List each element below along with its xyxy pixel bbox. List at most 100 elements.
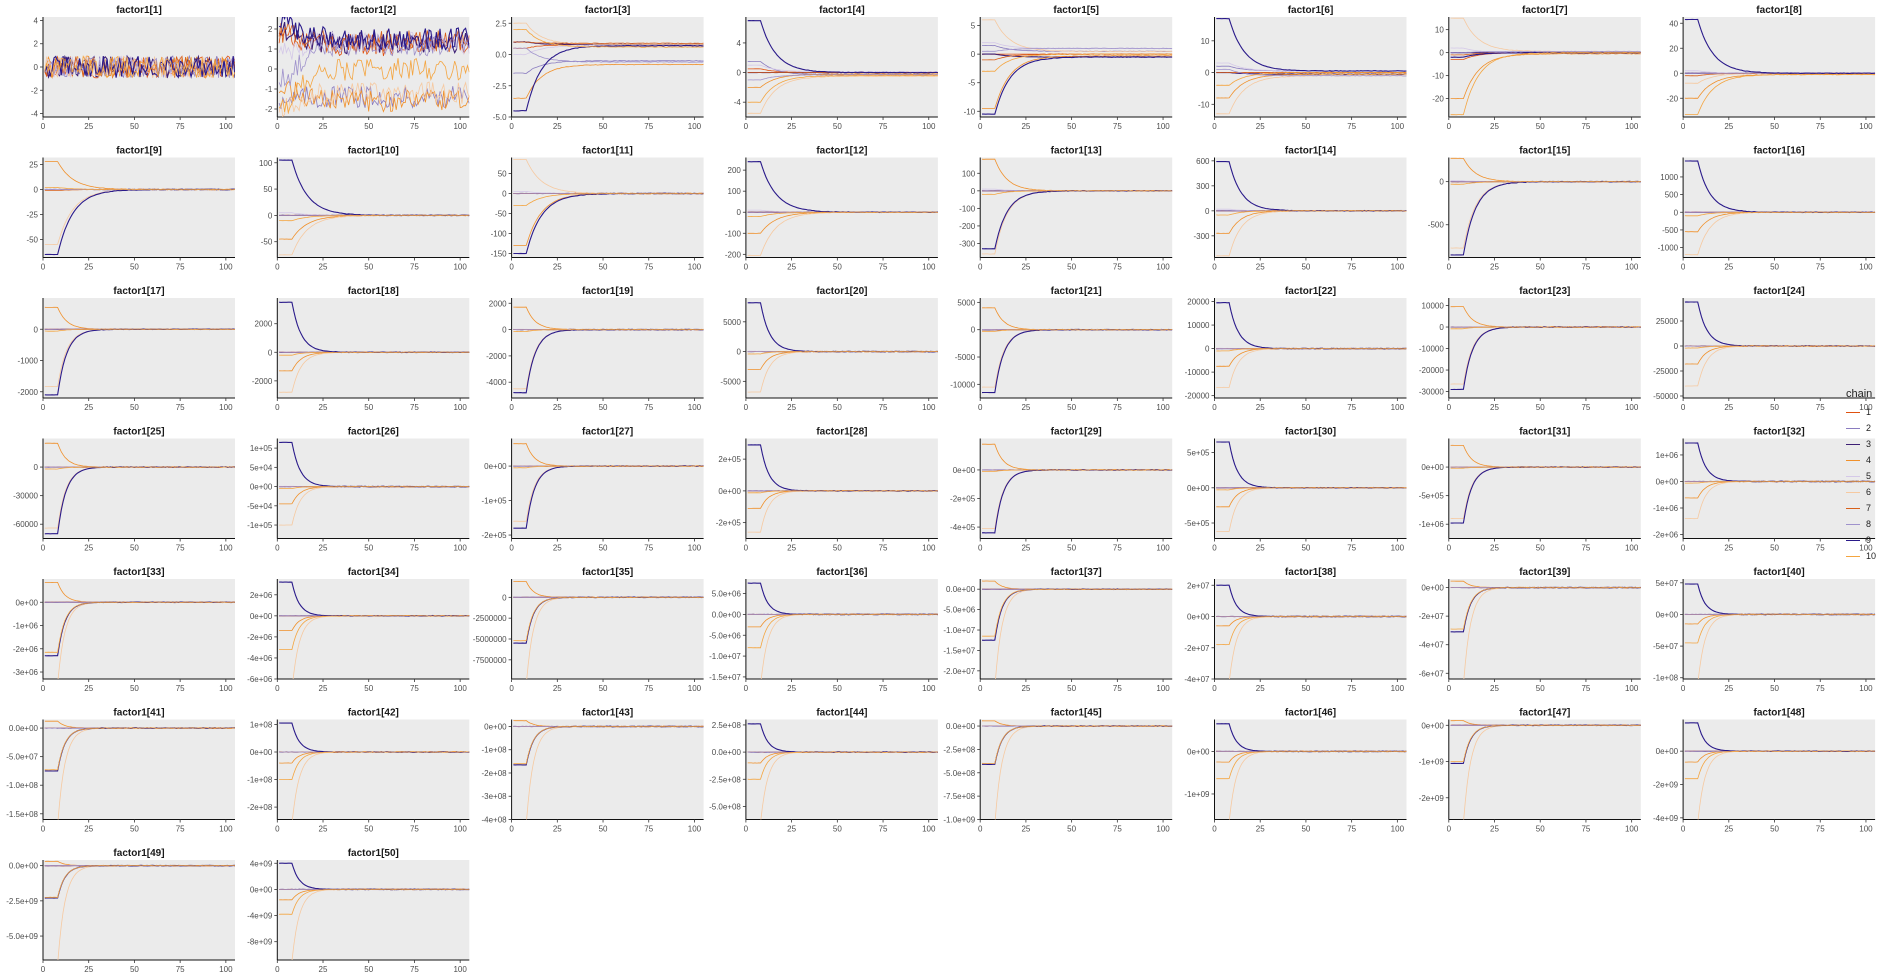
y-tick-label: -200 bbox=[959, 222, 976, 231]
y-tick-label: 0 bbox=[1674, 208, 1679, 217]
trace-lines bbox=[1216, 301, 1407, 388]
x-tick-label: 50 bbox=[833, 403, 842, 412]
x-tick-label: 75 bbox=[1816, 684, 1825, 693]
x-tick-label: 0 bbox=[744, 825, 749, 834]
x-tick-label: 50 bbox=[1770, 544, 1779, 553]
trace-lines bbox=[513, 158, 704, 255]
x-tick-label: 100 bbox=[922, 263, 936, 272]
x-tick-label: 50 bbox=[1067, 122, 1076, 131]
panel-title: factor1[4] bbox=[819, 5, 865, 16]
x-tick-label: 25 bbox=[1021, 684, 1030, 693]
y-tick-label: -2e+05 bbox=[716, 519, 742, 528]
panel-background bbox=[1448, 157, 1641, 258]
x-tick-label: 100 bbox=[1391, 122, 1405, 131]
y-tick-label: -10000 bbox=[1185, 368, 1210, 377]
y-tick-label: 40 bbox=[1669, 19, 1678, 28]
y-tick-label: 5 bbox=[971, 22, 976, 31]
x-tick-label: 75 bbox=[644, 544, 653, 553]
x-tick-label: 100 bbox=[922, 544, 936, 553]
y-tick-label: 0e+00 bbox=[1656, 610, 1679, 619]
legend-item-9: 9 bbox=[1846, 532, 1886, 548]
y-tick-label: -1e+05 bbox=[247, 521, 273, 530]
x-tick-label: 100 bbox=[453, 544, 467, 553]
y-tick-label: -1.0e+07 bbox=[709, 652, 741, 661]
x-tick-label: 100 bbox=[453, 122, 467, 131]
panel-title: factor1[19] bbox=[582, 286, 633, 297]
trace-lines bbox=[513, 443, 704, 529]
y-tick-label: 0 bbox=[34, 463, 39, 472]
trace-lines bbox=[981, 720, 1173, 820]
trace-lines bbox=[981, 580, 1173, 679]
y-tick-label: -2e+06 bbox=[1653, 531, 1679, 540]
panel-background bbox=[1683, 298, 1876, 398]
panel-title: factor1[32] bbox=[1754, 427, 1805, 438]
legend-label: 2 bbox=[1866, 423, 1872, 433]
chain-10-trace bbox=[279, 485, 470, 490]
y-tick-label: -1e+09 bbox=[1184, 790, 1210, 799]
x-tick-label: 50 bbox=[130, 684, 139, 693]
chain-10-trace bbox=[1684, 750, 1876, 780]
y-tick-label: 1e+05 bbox=[250, 444, 273, 453]
x-tick-label: 75 bbox=[1347, 825, 1356, 834]
y-tick-label: 100 bbox=[962, 169, 976, 178]
x-tick-label: 75 bbox=[879, 122, 888, 131]
panel-20: factor1[20] 0 25 50 75 100 5000 0 -5000 bbox=[720, 286, 938, 412]
x-tick-label: 100 bbox=[1391, 403, 1405, 412]
x-tick-label: 0 bbox=[275, 825, 280, 834]
y-tick-label: 0e+00 bbox=[1421, 584, 1444, 593]
y-tick-label: -25000 bbox=[1653, 367, 1678, 376]
x-tick-label: 100 bbox=[922, 825, 936, 834]
panel-title: factor1[18] bbox=[348, 286, 399, 297]
y-tick-label: 0e+00 bbox=[250, 483, 273, 492]
legend-label: 10 bbox=[1866, 551, 1877, 561]
y-tick-label: 0 bbox=[34, 325, 39, 334]
panel-40: factor1[40] 0 25 50 75 100 5e+07 0e+00 -5e+07 -1e… bbox=[1653, 567, 1876, 693]
x-tick-label: 0 bbox=[275, 544, 280, 553]
x-tick-label: 25 bbox=[553, 263, 562, 272]
y-tick-label: -5.0e+08 bbox=[709, 802, 741, 811]
y-tick-label: -1 bbox=[265, 85, 273, 94]
y-tick-label: -2500000 bbox=[473, 614, 507, 623]
panel-title: factor1[34] bbox=[348, 567, 399, 578]
chain-10-trace bbox=[981, 328, 1173, 332]
y-tick-label: 0e+00 bbox=[484, 462, 507, 471]
y-tick-label: -1000 bbox=[18, 357, 39, 366]
x-tick-label: 50 bbox=[1301, 544, 1310, 553]
y-tick-label: -5000000 bbox=[473, 635, 507, 644]
y-tick-label: -1.5e+08 bbox=[6, 810, 38, 819]
x-tick-label: 25 bbox=[1256, 403, 1265, 412]
chain-4-trace bbox=[1216, 73, 1407, 99]
legend-item-4: 4 bbox=[1846, 452, 1886, 468]
x-tick-label: 25 bbox=[1256, 544, 1265, 553]
chain-9-trace bbox=[278, 17, 470, 51]
panel-background bbox=[980, 298, 1173, 398]
y-tick-label: 0e+00 bbox=[484, 722, 507, 731]
trace-lines bbox=[1216, 723, 1407, 820]
x-tick-label: 50 bbox=[130, 544, 139, 553]
x-tick-label: 25 bbox=[787, 684, 796, 693]
y-tick-label: -2e+06 bbox=[13, 645, 39, 654]
panel-background bbox=[43, 719, 235, 820]
x-tick-label: 100 bbox=[453, 403, 467, 412]
x-tick-label: 75 bbox=[879, 263, 888, 272]
x-tick-label: 25 bbox=[84, 403, 93, 412]
y-tick-label: -1.0e+08 bbox=[6, 781, 38, 790]
panel-title: factor1[11] bbox=[582, 146, 633, 157]
trace-lines bbox=[279, 862, 470, 960]
x-tick-label: 0 bbox=[41, 684, 46, 693]
x-tick-label: 75 bbox=[1347, 403, 1356, 412]
x-tick-label: 0 bbox=[978, 403, 983, 412]
panel-50: factor1[50] 0 25 50 75 100 4e+09 0e+00 -4e+09 -8e… bbox=[247, 848, 470, 974]
y-tick-label: 0.0e+00 bbox=[946, 722, 976, 731]
legend-swatch bbox=[1846, 411, 1860, 413]
x-tick-label: 100 bbox=[453, 263, 467, 272]
x-tick-label: 100 bbox=[453, 684, 467, 693]
panel-31: factor1[31] 0 25 50 75 100 0e+00 -5e+05 -1e+06 bbox=[1419, 427, 1641, 553]
chain-10-trace bbox=[513, 28, 704, 48]
panel-48: factor1[48] 0 25 50 75 100 0e+00 -2e+09 -4e+09 bbox=[1653, 708, 1876, 834]
panel-background bbox=[980, 157, 1173, 258]
x-tick-label: 25 bbox=[1256, 825, 1265, 834]
panel-title: factor1[3] bbox=[585, 5, 631, 16]
panel-title: factor1[33] bbox=[113, 567, 164, 578]
